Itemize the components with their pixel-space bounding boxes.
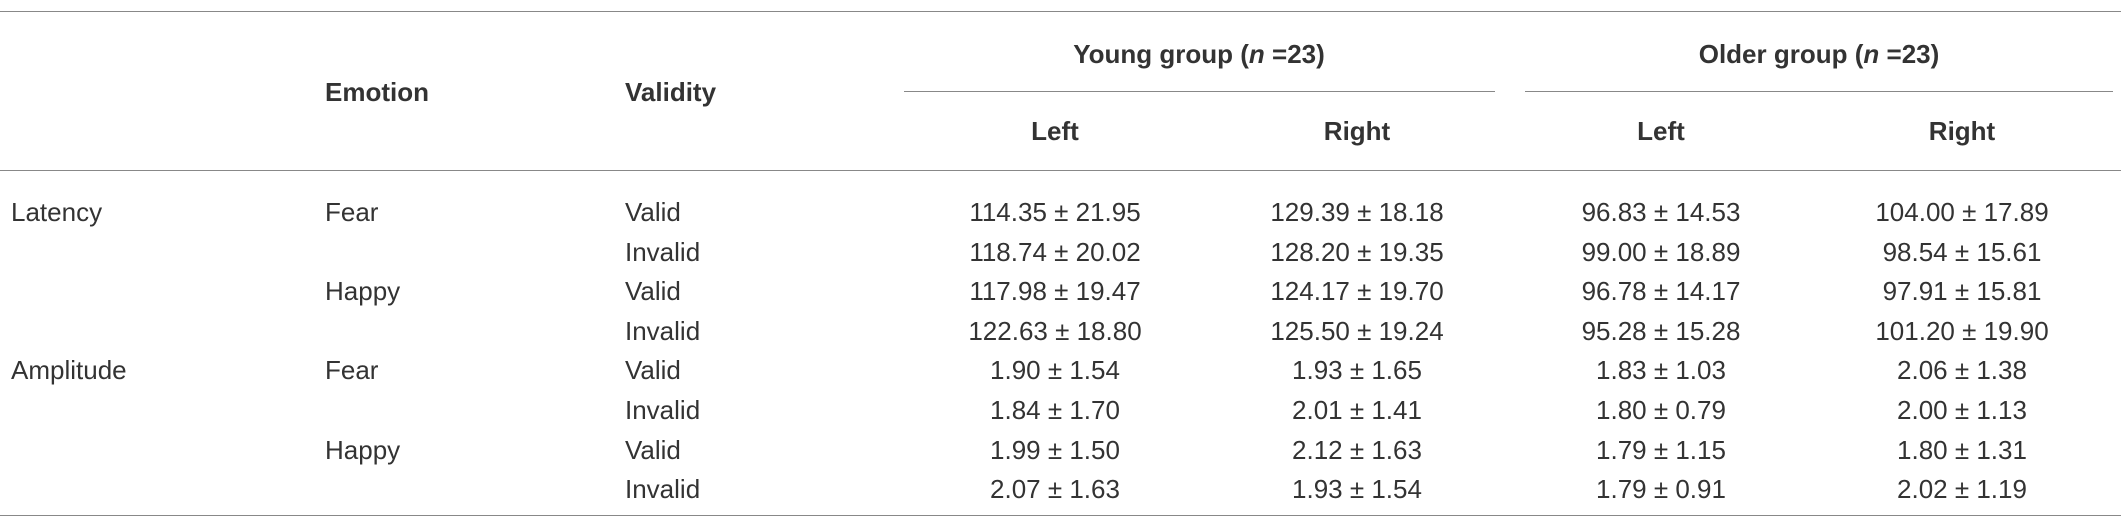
validity-label: Valid xyxy=(625,434,681,465)
cell-value: 1.83 ± 1.03 xyxy=(1596,355,1726,386)
rule-top xyxy=(0,11,2121,12)
group-header: Older group (n =23) xyxy=(1699,39,1940,69)
rule-header xyxy=(0,170,2121,171)
cell-value: 1.93 ± 1.65 xyxy=(1292,355,1422,386)
group-label: Young group ( xyxy=(1073,39,1249,69)
validity-label: Invalid xyxy=(625,474,701,505)
cell-value: 2.06 ± 1.38 xyxy=(1897,355,2027,386)
cell-value: 1.79 ± 0.91 xyxy=(1596,474,1726,505)
cell-value: 125.50 ± 19.24 xyxy=(1270,315,1444,346)
cell-value: 1.93 ± 1.54 xyxy=(1292,474,1422,505)
emotion-label: Happy xyxy=(325,276,401,307)
header-emotion: Emotion xyxy=(325,77,429,107)
cell-value: 124.17 ± 19.70 xyxy=(1270,276,1444,307)
validity-label: Valid xyxy=(625,355,681,386)
group-rule xyxy=(904,91,1495,92)
cell-value: 114.35 ± 21.95 xyxy=(969,197,1141,227)
validity-label: Valid xyxy=(625,276,681,307)
measure-label: Amplitude xyxy=(11,355,127,386)
cell-value: 96.83 ± 14.53 xyxy=(1581,197,1741,227)
rule-bottom xyxy=(0,515,2121,516)
cell-value: 99.00 ± 18.89 xyxy=(1581,236,1741,267)
cell-value: 104.00 ± 17.89 xyxy=(1875,197,2049,227)
measure-label: Latency xyxy=(11,197,103,227)
cell-value: 129.39 ± 18.18 xyxy=(1270,197,1444,227)
cell-value: 2.00 ± 1.13 xyxy=(1897,395,2027,425)
column-header: Right xyxy=(1928,116,1996,146)
cell-value: 2.12 ± 1.63 xyxy=(1292,434,1422,465)
cell-value: 1.79 ± 1.15 xyxy=(1596,434,1726,465)
cell-value: 117.98 ± 19.47 xyxy=(969,276,1141,307)
cell-value: 96.78 ± 14.17 xyxy=(1581,276,1741,307)
cell-value: 2.02 ± 1.19 xyxy=(1897,474,2027,505)
cell-value: 101.20 ± 19.90 xyxy=(1875,315,2049,346)
cell-value: 118.74 ± 20.02 xyxy=(969,236,1141,267)
cell-value: 98.54 ± 15.61 xyxy=(1882,236,2042,267)
column-header: Right xyxy=(1323,116,1391,146)
validity-label: Valid xyxy=(625,197,681,227)
column-header: Left xyxy=(1637,116,1685,146)
header-validity: Validity xyxy=(625,77,717,107)
group-rule xyxy=(1525,91,2113,92)
emotion-label: Fear xyxy=(325,197,379,227)
cell-value: 1.80 ± 1.31 xyxy=(1897,434,2027,465)
cell-value: 2.01 ± 1.41 xyxy=(1292,395,1422,425)
emotion-label: Fear xyxy=(325,355,379,386)
cell-value: 97.91 ± 15.81 xyxy=(1882,276,2042,307)
cell-value: 1.80 ± 0.79 xyxy=(1596,395,1726,425)
validity-label: Invalid xyxy=(625,315,701,346)
cell-value: 2.07 ± 1.63 xyxy=(990,474,1120,505)
cell-value: 122.63 ± 18.80 xyxy=(968,315,1142,346)
validity-label: Invalid xyxy=(625,395,701,425)
cell-value: 1.99 ± 1.50 xyxy=(990,434,1120,465)
n-symbol: n xyxy=(1248,39,1265,69)
group-header: Young group (n =23) xyxy=(1073,39,1325,69)
cell-value: 1.84 ± 1.70 xyxy=(990,395,1120,425)
group-label: Older group ( xyxy=(1698,39,1864,69)
cell-value: 128.20 ± 19.35 xyxy=(1270,236,1444,267)
n-symbol: n xyxy=(1863,39,1880,69)
validity-label: Invalid xyxy=(625,236,701,267)
group-size: =23) xyxy=(1879,39,1940,69)
emotion-label: Happy xyxy=(325,434,401,465)
cell-value: 95.28 ± 15.28 xyxy=(1581,315,1741,346)
cell-value: 1.90 ± 1.54 xyxy=(990,355,1120,386)
group-size: =23) xyxy=(1264,39,1325,69)
column-header: Left xyxy=(1031,116,1079,146)
